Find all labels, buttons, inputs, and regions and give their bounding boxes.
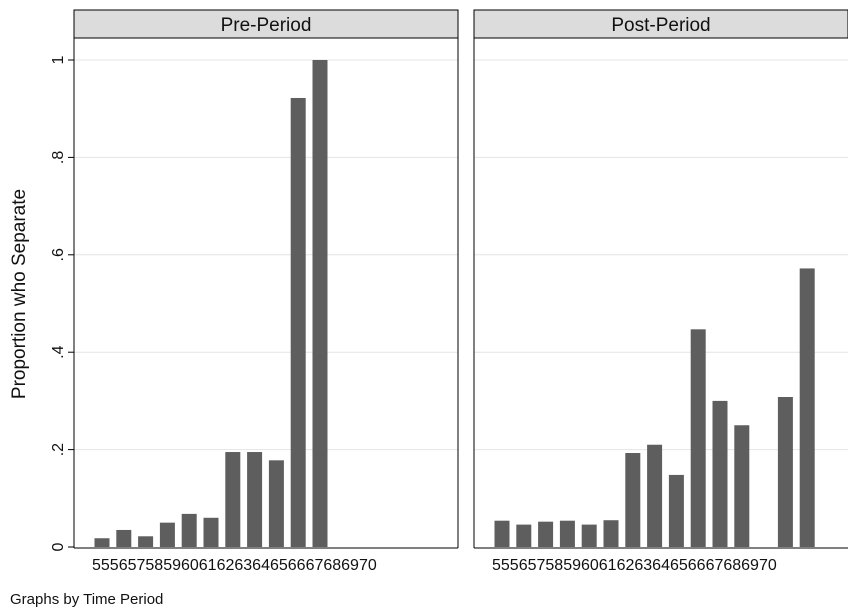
- bar-55: [494, 520, 510, 547]
- panel-title: Pre-Period: [221, 15, 312, 36]
- bar-55: [94, 538, 110, 547]
- y-axis-title: Proportion who Separate: [9, 189, 30, 399]
- panel-title: Post-Period: [611, 15, 710, 36]
- x-tick-label: 57: [128, 557, 146, 574]
- x-tick-label: 63: [234, 557, 252, 574]
- bar-64: [690, 329, 706, 547]
- bar-64: [290, 97, 306, 548]
- panel-2: Post-Period 55565758596061626364656667686…: [473, 9, 848, 574]
- y-tick-label: .4: [50, 345, 67, 358]
- x-tick-label: 57: [528, 557, 546, 574]
- bar-61: [225, 452, 241, 547]
- x-tick-label: 64: [252, 557, 270, 574]
- bar-60: [203, 517, 219, 547]
- x-tick-label: 59: [563, 557, 581, 574]
- y-tick-label: .8: [50, 151, 67, 164]
- x-tick-label: 58: [545, 557, 563, 574]
- bar-63: [668, 474, 684, 547]
- bar-69: [799, 268, 815, 547]
- bar-56: [116, 529, 132, 547]
- graphs-by-note: Graphs by Time Period: [10, 591, 163, 607]
- x-tick-label: 65: [270, 557, 288, 574]
- bar-63: [268, 460, 284, 547]
- x-tick-label: 60: [581, 557, 599, 574]
- bar-57: [138, 536, 154, 547]
- y-tick-label: .6: [50, 248, 67, 261]
- x-tick-label: 68: [723, 557, 741, 574]
- bar-57: [538, 521, 554, 547]
- x-tick-label: 62: [217, 557, 235, 574]
- x-tick-label: 66: [288, 557, 306, 574]
- bar-59: [181, 513, 197, 547]
- x-tick-label: 61: [599, 557, 617, 574]
- x-tick-label: 65: [670, 557, 688, 574]
- x-tick-label: 58: [145, 557, 163, 574]
- bar-62: [247, 452, 263, 547]
- panel-strip: [473, 9, 848, 39]
- x-tick-label: 56: [510, 557, 528, 574]
- x-tick-label: 64: [652, 557, 670, 574]
- x-tick-label: 70: [759, 557, 777, 574]
- x-tick-label: 69: [341, 557, 359, 574]
- bar-58: [159, 522, 175, 547]
- x-tick-label: 55: [492, 557, 510, 574]
- x-tick-labels: 55565758596061626364656667686970: [492, 557, 777, 574]
- y-tick-label: 0: [50, 542, 67, 551]
- bar-56: [516, 524, 532, 547]
- x-tick-label: 66: [688, 557, 706, 574]
- x-tick-label: 69: [741, 557, 759, 574]
- x-tick-label: 62: [617, 557, 635, 574]
- bar-65: [712, 400, 728, 547]
- x-tick-label: 67: [306, 557, 324, 574]
- bar-59: [581, 524, 597, 547]
- x-tick-label: 60: [181, 557, 199, 574]
- panel-1: Pre-Period 0 .2 .4 .6 .8 1 55565758596061626364…: [50, 9, 459, 574]
- x-tick-label: 56: [110, 557, 128, 574]
- y-tick-label: .2: [50, 443, 67, 456]
- x-tick-label: 59: [163, 557, 181, 574]
- bar-65: [312, 60, 328, 547]
- x-tick-label: 67: [706, 557, 724, 574]
- x-tick-label: 70: [359, 557, 377, 574]
- bar-60: [603, 520, 619, 547]
- y-tick-label: 1: [50, 55, 67, 64]
- x-tick-label: 55: [92, 557, 110, 574]
- x-tick-label: 61: [199, 557, 217, 574]
- panel-strip: [73, 9, 459, 39]
- bar-68: [777, 397, 793, 547]
- bar-58: [559, 520, 575, 547]
- x-tick-labels: 55565758596061626364656667686970: [92, 557, 377, 574]
- x-tick-label: 68: [323, 557, 341, 574]
- bar-61: [625, 453, 641, 547]
- x-tick-label: 63: [634, 557, 652, 574]
- bar-62: [647, 444, 663, 547]
- bar-66: [734, 425, 750, 547]
